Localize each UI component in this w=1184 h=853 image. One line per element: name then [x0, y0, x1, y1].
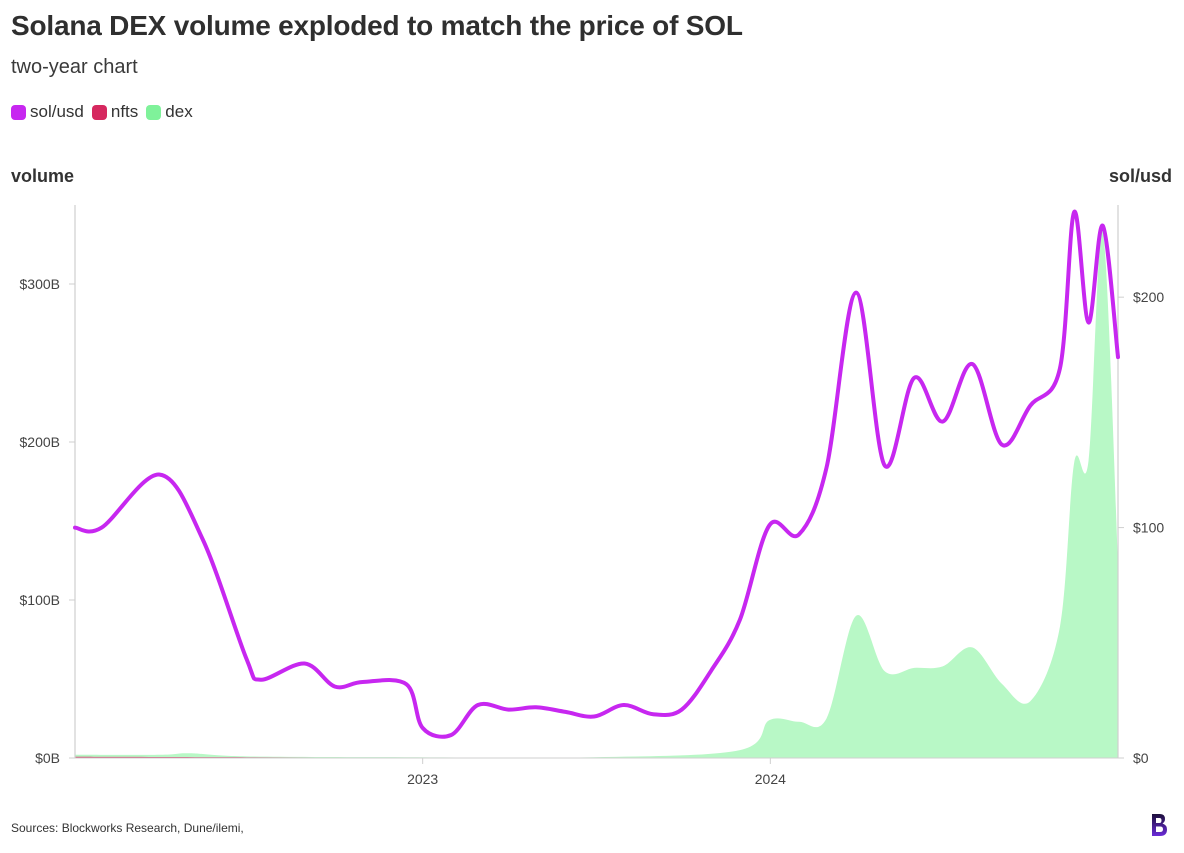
left-tick-label: $100B — [20, 592, 60, 608]
blockworks-logo-icon[interactable] — [1152, 814, 1168, 836]
right-tick-label: $0 — [1133, 750, 1149, 766]
left-tick-label: $300B — [20, 276, 60, 292]
legend-swatch-sol — [11, 104, 26, 120]
legend-item-nfts[interactable]: nfts — [91, 102, 139, 122]
left-tick-label: $200B — [20, 434, 60, 450]
x-tick-label: 2024 — [755, 771, 786, 787]
right-axis-title: sol/usd — [1108, 166, 1172, 186]
right-tick-label: $100 — [1133, 520, 1164, 536]
legend-label-sol: sol/usd — [30, 102, 84, 121]
legend: sol/usd nfts dex — [11, 102, 193, 122]
source-note: Sources: Blockworks Research, Dune/ilemi… — [11, 821, 244, 835]
left-tick-label: $0B — [35, 750, 60, 766]
sol-line-layer — [73, 209, 1120, 739]
chart-title: Solana DEX volume exploded to match the … — [11, 10, 743, 41]
x-tick-label: 2023 — [407, 771, 438, 787]
legend-item-sol[interactable]: sol/usd — [11, 102, 84, 122]
dex-area-layer — [75, 230, 1118, 758]
axes-layer: $0B $100B $200B $300B $0 $100 $200 2023 2024 — [20, 205, 1164, 787]
legend-item-dex[interactable]: dex — [146, 102, 193, 122]
sol-usd-line[interactable] — [73, 209, 1120, 739]
legend-label-dex: dex — [165, 102, 193, 121]
right-tick-label: $200 — [1133, 289, 1164, 305]
legend-swatch-dex — [146, 104, 162, 120]
legend-swatch-nfts — [91, 104, 107, 120]
legend-label-nfts: nfts — [110, 102, 139, 121]
dex-area[interactable] — [75, 230, 1118, 758]
left-axis-title: volume — [11, 166, 75, 186]
chart-subtitle: two-year chart — [11, 56, 138, 78]
